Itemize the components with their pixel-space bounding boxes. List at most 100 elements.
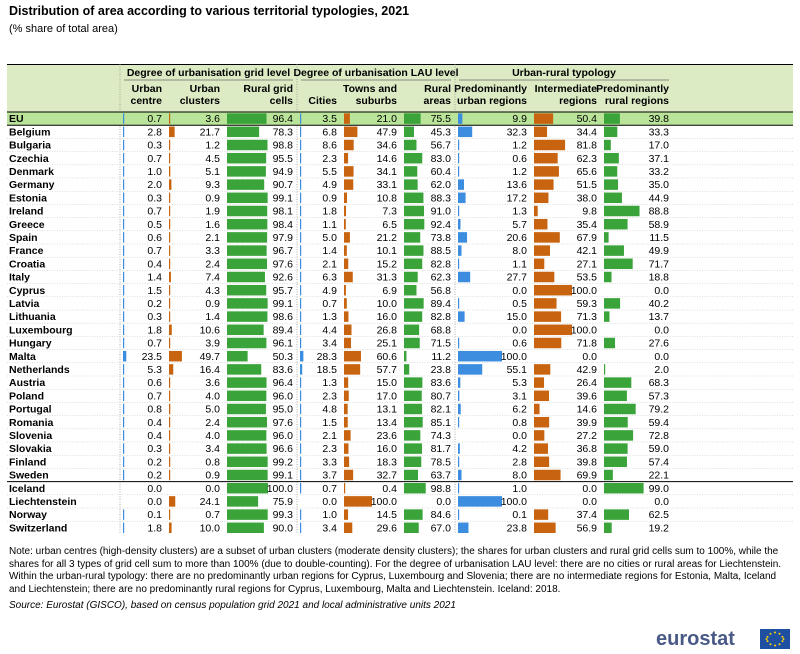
- value-sweden-cities: 3.7: [322, 470, 337, 482]
- value-czechia-predominantly-rural: 37.1: [649, 153, 670, 165]
- value-denmark-predominantly-rural: 33.2: [649, 166, 670, 178]
- value-lithuania-predominantly-rural: 13.7: [649, 311, 670, 323]
- value-estonia-rural-grid-cells: 99.1: [273, 192, 294, 204]
- eu-flag-icon: [760, 629, 790, 649]
- value-switzerland-cities: 3.4: [322, 522, 337, 533]
- bar-italy-intermediate: [534, 271, 555, 283]
- bar-iceland-rural-grid-cells: [227, 482, 268, 494]
- value-switzerland-towns-suburbs: 29.6: [377, 522, 398, 533]
- value-luxembourg-intermediate: 100.0: [571, 324, 597, 336]
- bar-germany-urban-clusters: [169, 179, 172, 190]
- value-poland-predominantly-urban: 3.1: [512, 390, 527, 402]
- value-luxembourg-rural-areas: 68.8: [431, 324, 452, 336]
- value-belgium-predominantly-rural: 33.3: [649, 126, 670, 138]
- bar-austria-urban-clusters: [169, 377, 171, 388]
- value-estonia-predominantly-rural: 44.9: [649, 192, 670, 204]
- value-liechtenstein-intermediate: 0.0: [582, 496, 597, 508]
- value-denmark-rural-grid-cells: 94.9: [273, 166, 294, 178]
- value-italy-urban-clusters: 7.4: [205, 272, 220, 284]
- bar-finland-rural-areas: [404, 456, 422, 468]
- bar-austria-towns-suburbs: [344, 377, 349, 388]
- value-sweden-predominantly-urban: 8.0: [512, 470, 527, 482]
- value-germany-rural-grid-cells: 90.7: [273, 179, 294, 191]
- value-spain-rural-areas: 73.8: [431, 232, 452, 244]
- value-hungary-urban-clusters: 3.9: [205, 338, 220, 350]
- value-croatia-urban-centre: 0.4: [147, 258, 162, 270]
- bar-sweden-predominantly-rural: [604, 469, 613, 481]
- value-slovenia-rural-areas: 74.3: [431, 430, 452, 442]
- bar-poland-rural-grid-cells: [227, 390, 267, 402]
- bar-belgium-cities: [300, 126, 302, 138]
- value-eu-intermediate: 50.4: [577, 113, 598, 125]
- eurostat-logo: eurostat: [656, 628, 790, 650]
- bar-finland-predominantly-urban: [458, 456, 460, 468]
- bar-switzerland-predominantly-rural: [604, 522, 612, 533]
- bar-belgium-urban-centre: [123, 126, 125, 138]
- value-sweden-intermediate: 69.9: [577, 470, 598, 482]
- value-spain-rural-grid-cells: 97.9: [273, 232, 294, 244]
- value-ireland-towns-suburbs: 7.3: [382, 206, 397, 218]
- value-iceland-towns-suburbs: 0.4: [382, 483, 397, 495]
- row-label-greece: Greece: [9, 219, 45, 231]
- value-cyprus-cities: 4.9: [322, 285, 337, 297]
- value-sweden-towns-suburbs: 32.7: [377, 470, 398, 482]
- bar-greece-rural-areas: [404, 218, 425, 230]
- value-bulgaria-rural-areas: 56.7: [431, 140, 452, 152]
- bar-portugal-urban-clusters: [169, 403, 171, 415]
- bar-croatia-rural-areas: [404, 258, 423, 270]
- bar-finland-intermediate: [534, 456, 550, 468]
- value-greece-urban-centre: 0.5: [147, 219, 162, 231]
- bar-norway-cities: [300, 509, 302, 520]
- bar-poland-urban-clusters: [169, 390, 171, 402]
- value-italy-rural-grid-cells: 92.6: [273, 272, 294, 284]
- bar-austria-intermediate: [534, 377, 545, 388]
- row-label-hungary: Hungary: [9, 338, 52, 350]
- bar-austria-urban-centre: [123, 377, 125, 388]
- bar-hungary-urban-centre: [123, 337, 125, 349]
- value-lithuania-urban-centre: 0.3: [147, 311, 162, 323]
- table-header-background: [7, 64, 793, 112]
- value-hungary-predominantly-urban: 0.6: [512, 338, 527, 350]
- row-label-italy: Italy: [9, 272, 30, 284]
- bar-lithuania-cities: [300, 311, 302, 322]
- value-iceland-urban-centre: 0.0: [147, 483, 162, 495]
- bar-latvia-predominantly-rural: [604, 298, 621, 309]
- value-czechia-rural-areas: 83.0: [431, 153, 452, 165]
- value-switzerland-urban-centre: 1.8: [147, 522, 162, 533]
- value-greece-predominantly-rural: 58.9: [649, 219, 670, 231]
- bar-poland-towns-suburbs: [344, 390, 349, 402]
- value-norway-intermediate: 37.4: [577, 509, 598, 521]
- row-label-lithuania: Lithuania: [9, 311, 56, 323]
- bar-portugal-rural-grid-cells: [227, 403, 266, 415]
- bar-belgium-rural-grid-cells: [227, 126, 260, 138]
- value-latvia-towns-suburbs: 10.0: [377, 298, 398, 310]
- column-header-predominantly-rural-line2: rural regions: [605, 95, 669, 107]
- bar-france-intermediate: [534, 245, 550, 256]
- bar-finland-towns-suburbs: [344, 456, 350, 468]
- bar-hungary-rural-areas: [404, 337, 420, 349]
- bar-sweden-rural-areas: [404, 469, 419, 481]
- value-hungary-rural-areas: 71.5: [431, 338, 452, 350]
- value-slovenia-predominantly-rural: 72.8: [649, 430, 670, 442]
- bar-greece-cities: [300, 218, 302, 230]
- bar-slovakia-predominantly-urban: [458, 443, 460, 454]
- bar-lithuania-intermediate: [534, 311, 562, 322]
- bar-lithuania-urban-centre: [123, 311, 125, 322]
- bar-estonia-urban-centre: [123, 192, 125, 204]
- value-eu-urban-clusters: 3.6: [205, 113, 220, 125]
- bar-cyprus-urban-clusters: [169, 284, 171, 296]
- bar-belgium-urban-clusters: [169, 126, 175, 138]
- value-estonia-cities: 0.9: [322, 192, 337, 204]
- bar-romania-urban-clusters: [169, 416, 171, 428]
- value-malta-rural-areas: 11.2: [431, 351, 451, 363]
- bar-denmark-rural-areas: [404, 166, 418, 177]
- value-greece-rural-areas: 92.4: [431, 219, 452, 231]
- value-liechtenstein-predominantly-urban: 100.0: [501, 496, 527, 508]
- value-portugal-intermediate: 14.6: [577, 404, 598, 416]
- bar-portugal-predominantly-urban: [458, 403, 461, 415]
- bar-france-rural-areas: [404, 245, 424, 256]
- bar-switzerland-intermediate: [534, 522, 556, 533]
- value-greece-rural-grid-cells: 98.4: [273, 219, 294, 231]
- value-ireland-urban-centre: 0.7: [147, 206, 162, 218]
- value-lithuania-predominantly-urban: 15.0: [507, 311, 528, 323]
